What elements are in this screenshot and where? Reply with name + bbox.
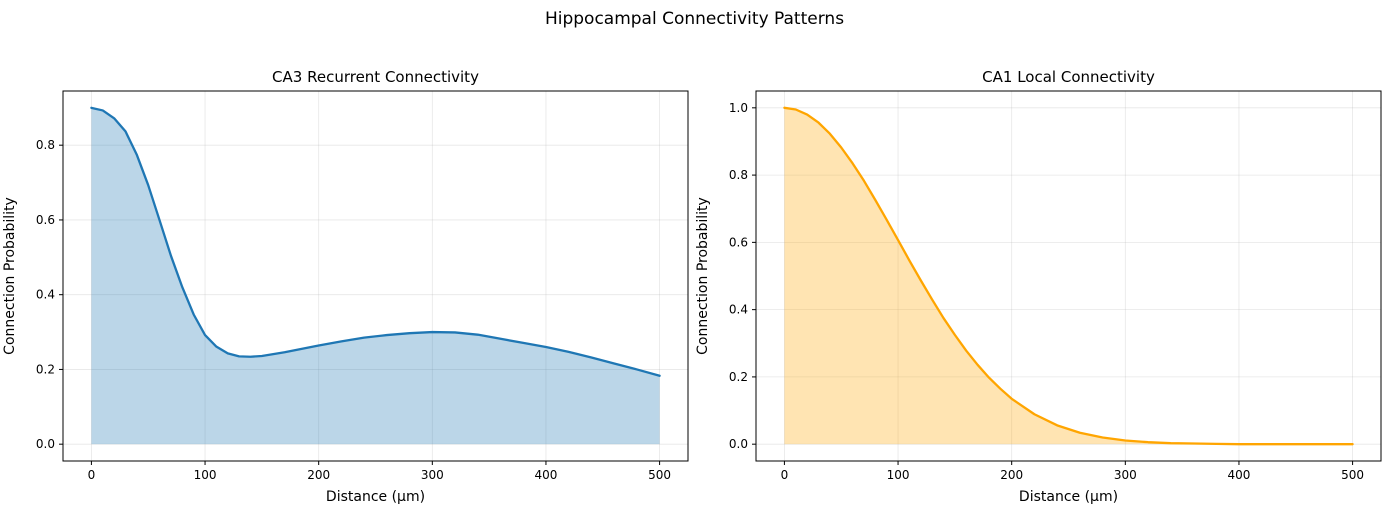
y-tick-label: 0.2 xyxy=(36,362,55,376)
x-tick-label: 100 xyxy=(194,468,217,482)
series-area-fill xyxy=(91,107,660,445)
series-area-fill xyxy=(784,107,1353,445)
figure-title: Hippocampal Connectivity Patterns xyxy=(545,9,844,29)
x-tick-label: 200 xyxy=(1000,468,1023,482)
y-tick-label: 0.8 xyxy=(729,168,748,182)
y-tick-label: 0.6 xyxy=(36,213,55,227)
y-tick-label: 0.0 xyxy=(36,437,55,451)
y-axis-label: Connection Probability xyxy=(2,197,18,355)
axes-frame xyxy=(755,90,1382,462)
y-tick-label: 0.8 xyxy=(36,138,55,152)
x-tick-label: 0 xyxy=(781,468,789,482)
y-tick-label: 0.2 xyxy=(729,370,748,384)
chart-panel-1: 0 100 200 300 400 500 0.0 0.2 0.4 0.6 0.8 CA3 Recur… xyxy=(2,68,689,505)
series-line xyxy=(90,106,661,377)
chart-title: CA1 Local Connectivity xyxy=(982,68,1155,86)
y-tick-label: 0.4 xyxy=(729,303,748,317)
x-tick-label: 300 xyxy=(1114,468,1137,482)
y-tick-label: 0.6 xyxy=(729,235,748,249)
x-tick-label: 300 xyxy=(421,468,444,482)
x-tick-label: 500 xyxy=(1341,468,1364,482)
chart-panel-2: 0 100 200 300 400 500 0.0 0.2 0.4 0.6 0.8 1.0 CA1 Lo… xyxy=(695,68,1382,505)
series-line xyxy=(783,106,1354,446)
x-tick-label: 500 xyxy=(648,468,671,482)
x-tick-label: 200 xyxy=(307,468,330,482)
axes-frame xyxy=(62,90,689,462)
x-tick-label: 400 xyxy=(1228,468,1251,482)
x-axis-label: Distance (μm) xyxy=(326,489,425,505)
chart-title: CA3 Recurrent Connectivity xyxy=(272,68,479,86)
x-tick-label: 0 xyxy=(88,468,96,482)
y-tick-label: 0.0 xyxy=(729,437,748,451)
y-tick-label: 0.4 xyxy=(36,288,55,302)
x-tick-label: 400 xyxy=(535,468,558,482)
y-axis-label: Connection Probability xyxy=(695,197,711,355)
x-axis-label: Distance (μm) xyxy=(1019,489,1118,505)
x-tick-label: 100 xyxy=(887,468,910,482)
y-tick-label: 1.0 xyxy=(729,101,748,115)
